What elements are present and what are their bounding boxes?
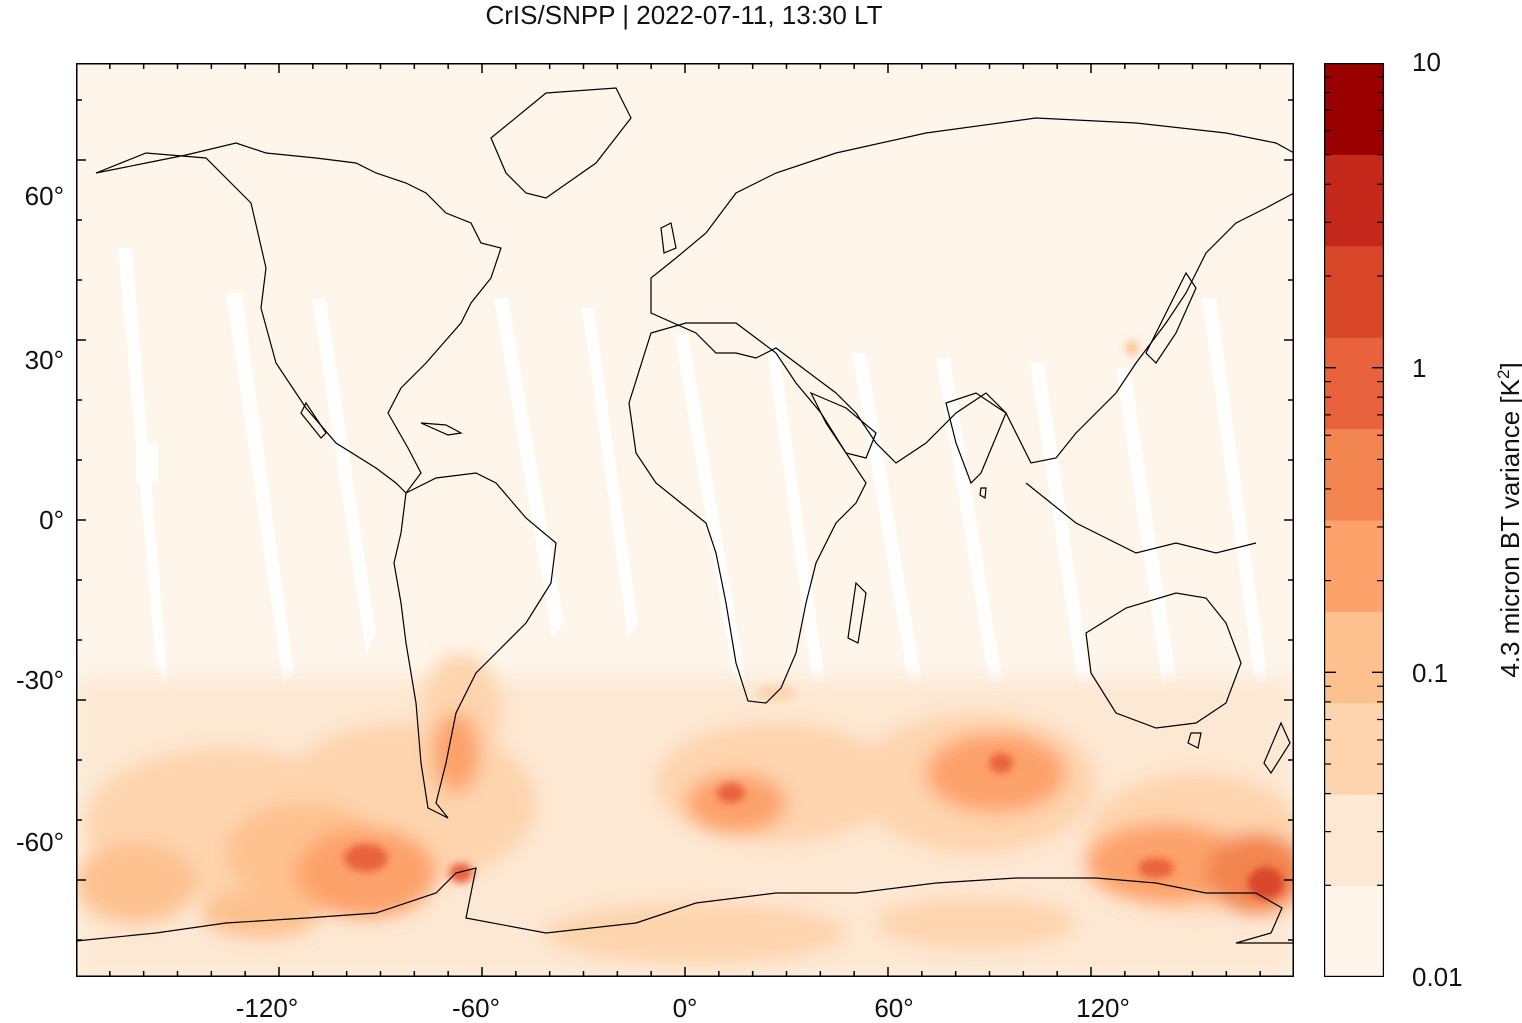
- colorbar-level-3: [1324, 611, 1384, 704]
- x-tick-label-0: 0°: [672, 993, 698, 1023]
- colorbar-label-0-01: 0.01: [1412, 962, 1463, 992]
- y-tick-label-neg60: -60°: [16, 827, 64, 857]
- x-tick-label-neg120: -120°: [235, 993, 299, 1023]
- colorbar-level-5: [1324, 428, 1384, 521]
- colorbar-level-9: [1324, 63, 1384, 155]
- colorbar-level-2: [1324, 702, 1384, 795]
- colorbar: [1324, 63, 1384, 977]
- coastlines: [76, 87, 1294, 944]
- colorbar-level-4: [1324, 520, 1384, 612]
- y-tick-label-60: 60°: [24, 181, 64, 211]
- colorbar-level-8: [1324, 154, 1384, 247]
- y-tick-label-30: 30°: [24, 345, 64, 375]
- x-tick-label-120: 120°: [1076, 993, 1130, 1023]
- variance-field: [76, 340, 1294, 977]
- x-tick-label-neg60: -60°: [452, 993, 500, 1023]
- colorbar-level-7: [1324, 245, 1384, 338]
- colorbar-label-0-1: 0.1: [1412, 658, 1449, 688]
- colorbar-label-1: 1: [1412, 353, 1427, 383]
- plot-frame: [76, 63, 1294, 977]
- colorbar-label-10: 10: [1412, 47, 1441, 77]
- colorbar-level-0: [1324, 885, 1384, 977]
- colorbar-level-6: [1324, 337, 1384, 430]
- y-tick-label-0: 0°: [39, 505, 64, 535]
- y-tick-label-neg30: -30°: [16, 665, 64, 695]
- colorbar-title: 4.3 micron BT variance [K2]: [1494, 362, 1522, 678]
- swath-gaps: [118, 248, 1272, 763]
- map-title: CrIS/SNPP | 2022-07-11, 13:30 LT: [485, 0, 883, 30]
- map-plot: [76, 63, 1294, 977]
- x-tick-label-60: 60°: [874, 993, 914, 1023]
- colorbar-level-1: [1324, 794, 1384, 887]
